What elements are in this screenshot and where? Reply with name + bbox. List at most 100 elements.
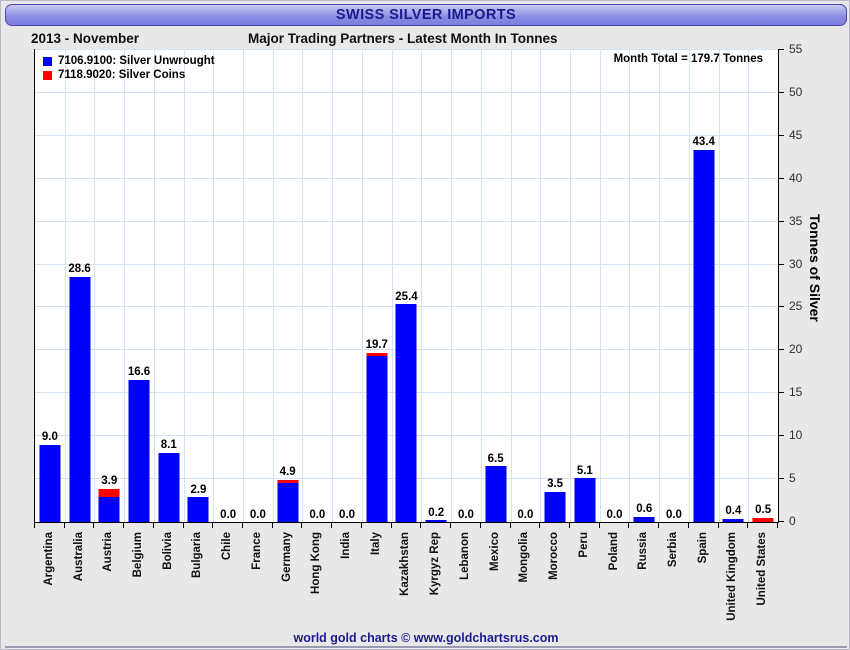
bar-stack[interactable]: 6.5 xyxy=(485,453,507,522)
gridline-vertical xyxy=(540,50,542,522)
y-axis-tick-label: 30 xyxy=(789,256,803,271)
window-title: SWISS SILVER IMPORTS xyxy=(335,7,517,23)
y-axis-tick xyxy=(778,392,784,394)
bar-group: 0.2 xyxy=(421,50,451,522)
bar-segment-unwrought xyxy=(39,444,61,522)
bar-value-label: 0.0 xyxy=(220,508,237,521)
legend-label-coins: 7118.9020: Silver Coins xyxy=(58,69,186,81)
bar-group: 16.6 xyxy=(124,50,154,522)
bar-stack[interactable]: 4.9 xyxy=(277,467,299,522)
bar-value-label: 0.0 xyxy=(606,508,623,521)
y-axis-tick-label: 45 xyxy=(789,127,803,142)
x-axis-tick xyxy=(717,522,719,528)
x-axis-label-slot: Austria xyxy=(93,532,123,618)
bar-segment-coins xyxy=(366,352,388,356)
x-axis-tick xyxy=(687,522,689,528)
x-axis-tick xyxy=(450,522,452,528)
y-axis-tick xyxy=(778,263,784,265)
x-axis-label-slot: Lebanon xyxy=(450,532,480,618)
x-axis-tick-label: Austria xyxy=(102,532,115,572)
y-axis-tick-label: 25 xyxy=(789,299,803,314)
x-axis-label-slot: Mexico xyxy=(480,532,510,618)
x-axis-tick-label: India xyxy=(340,532,353,559)
bar-stack[interactable]: 28.6 xyxy=(68,264,91,522)
gridline-vertical xyxy=(213,50,215,522)
plot-inner: 9.0 28.6 3.9 16.6 8.1 2.9 0.0 0.0 4.9 0.0 0.0 19.7 2… xyxy=(35,49,778,522)
x-axis-label-slot: Kyrgyz Rep xyxy=(420,532,450,618)
gridline-horizontal xyxy=(35,177,778,179)
bar-segment-coins xyxy=(752,517,774,522)
bar-segment-unwrought xyxy=(98,497,120,522)
bar-group: 0.0 xyxy=(243,50,273,522)
bar-value-label: 0.2 xyxy=(428,506,445,519)
bar-stack[interactable]: 0.6 xyxy=(633,504,655,522)
x-axis-tick-label: Morocco xyxy=(548,532,561,580)
bar-group: 28.6 xyxy=(65,50,95,522)
plot-area: 9.0 28.6 3.9 16.6 8.1 2.9 0.0 0.0 4.9 0.0 0.0 19.7 2… xyxy=(34,49,779,523)
x-axis-label-slot: Germany xyxy=(272,532,302,618)
bar-value-label: 4.9 xyxy=(279,466,296,479)
y-axis-tick xyxy=(778,435,784,437)
bar-segment-unwrought xyxy=(425,520,447,522)
y-axis-tick-label: 50 xyxy=(789,84,803,99)
bar-stack[interactable]: 5.1 xyxy=(574,465,596,522)
gridline-vertical xyxy=(391,50,393,522)
footer-credit: world gold charts © www.goldchartsrus.co… xyxy=(293,631,559,645)
legend-label-unwrought: 7106.9100: Silver Unwrought xyxy=(58,55,215,67)
period-label: 2013 - November xyxy=(31,31,140,46)
bar-group: 3.9 xyxy=(94,50,124,522)
bar-stack[interactable]: 25.4 xyxy=(395,291,418,522)
bar-stack[interactable]: 0.4 xyxy=(722,506,744,522)
bar-stack[interactable]: 9.0 xyxy=(39,432,61,522)
x-axis-label-slot: Russia xyxy=(628,532,658,618)
bar-stack[interactable]: 8.1 xyxy=(158,439,180,522)
bar-stack[interactable]: 16.6 xyxy=(128,367,150,522)
legend-item-unwrought: 7106.9100: Silver Unwrought xyxy=(43,55,215,67)
bar-stack[interactable]: 19.7 xyxy=(366,340,388,522)
y-axis-tick-label: 55 xyxy=(789,42,803,56)
y-axis-tick xyxy=(778,220,784,222)
x-axis-label-slot: Belgium xyxy=(123,532,153,618)
bar-stack[interactable]: 0.5 xyxy=(752,505,774,522)
x-axis-tick xyxy=(628,522,630,528)
bar-group: 5.1 xyxy=(570,50,600,522)
bar-stack[interactable]: 3.5 xyxy=(544,479,566,522)
bar-value-label: 0.5 xyxy=(755,504,772,517)
x-axis-tick xyxy=(747,522,749,528)
bar-value-label: 2.9 xyxy=(190,483,207,496)
bar-value-label: 0.0 xyxy=(309,508,326,521)
bar-group: 2.9 xyxy=(184,50,214,522)
window-title-bar: SWISS SILVER IMPORTS xyxy=(5,4,847,26)
bar-segment-unwrought xyxy=(395,304,417,522)
bar-stack[interactable]: 2.9 xyxy=(187,484,209,522)
x-axis-tick xyxy=(271,522,273,528)
bar-group: 19.7 xyxy=(362,50,392,522)
x-axis-label-slot: Serbia xyxy=(658,532,688,618)
month-total-label: Month Total = 179.7 Tonnes xyxy=(613,53,763,65)
x-axis-label-slot: Spain xyxy=(688,532,718,618)
x-axis-tick xyxy=(390,522,392,528)
bar-value-label: 8.1 xyxy=(160,439,177,451)
bar-group: 0.5 xyxy=(748,50,778,522)
bar-stack[interactable]: 0.2 xyxy=(425,507,447,522)
bar-stack[interactable]: 43.4 xyxy=(692,137,715,522)
x-axis-label-slot: Mongolia xyxy=(510,532,540,618)
gridline-vertical xyxy=(153,50,155,522)
y-axis-tick xyxy=(778,306,784,308)
x-axis-tick-label: Poland xyxy=(607,532,620,571)
y-axis-tick-label: 40 xyxy=(789,170,803,185)
x-axis-label-slot: Kazakhstan xyxy=(391,532,421,618)
y-axis-tick xyxy=(778,49,784,50)
bar-value-label: 0.0 xyxy=(457,508,474,521)
x-axis-tick-label: Lebanon xyxy=(458,532,471,580)
x-axis-label-slot: Chile xyxy=(212,532,242,618)
x-axis-tick-label: Bolivia xyxy=(161,532,174,570)
bar-stack[interactable]: 3.9 xyxy=(98,476,120,522)
x-axis-tick-label: United States xyxy=(756,532,769,606)
x-axis-tick xyxy=(420,522,422,528)
x-axis-tick-label: Italy xyxy=(369,532,382,556)
x-axis-tick-label: Argentina xyxy=(42,532,55,586)
x-axis-tick xyxy=(34,522,35,528)
gridline-horizontal xyxy=(35,263,778,265)
